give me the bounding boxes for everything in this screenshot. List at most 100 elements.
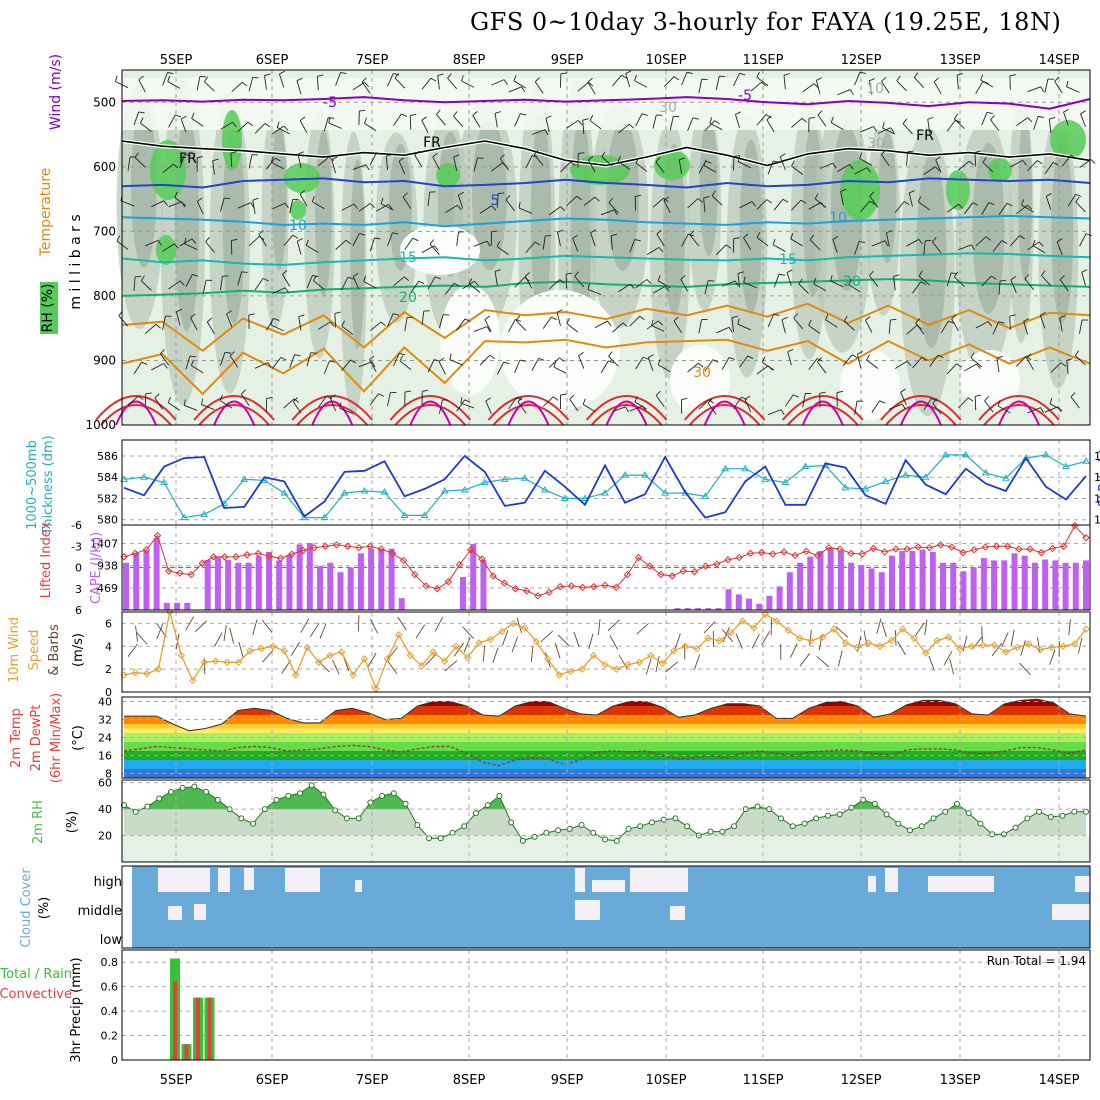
wind-barb-10m (492, 647, 499, 663)
wind-tick-label: 2 (105, 663, 112, 676)
wind-barb (380, 197, 394, 211)
li-tick-label: -3 (71, 540, 82, 553)
wind-barb-10m (894, 629, 897, 647)
wind-barb (793, 313, 804, 330)
rh-point (167, 788, 174, 795)
thickness-point (861, 484, 870, 492)
cloud-gap (355, 880, 362, 892)
wind-speed-point (1013, 643, 1021, 652)
wind-barb (254, 277, 269, 291)
cape-bar (163, 602, 170, 610)
rh-dry-area (840, 350, 900, 420)
rh-point (578, 821, 585, 828)
date-label-bottom: 8SEP (453, 1073, 486, 1088)
cape-bar (306, 542, 313, 610)
cape-bar (715, 608, 722, 610)
wind-barb (894, 360, 912, 370)
thickness-point (180, 513, 189, 521)
wind-barb (329, 394, 337, 412)
rh-point (789, 823, 796, 830)
isotherm-warm (296, 404, 368, 426)
wind-speed-point (979, 641, 987, 649)
cape-bar (286, 554, 293, 610)
cape-bar (766, 595, 773, 610)
li-point (959, 548, 967, 557)
wind-barb (652, 197, 669, 208)
li-point (914, 543, 922, 551)
wind-barb (254, 362, 272, 369)
cape-bar (1001, 560, 1008, 610)
wind-barb (283, 398, 300, 409)
isotherm-warm (605, 400, 648, 426)
wind-barb (707, 398, 717, 415)
li-point (992, 542, 1001, 550)
wind-barb-10m (319, 623, 327, 639)
cape-bar (1083, 560, 1089, 610)
wind-barb (918, 270, 931, 286)
wind-barb (421, 389, 429, 406)
precip-convective-bar (173, 981, 177, 1060)
wind-barb (733, 155, 740, 171)
wind-speed-point (521, 624, 529, 632)
wind10-axis-label: 10m Wind (7, 617, 22, 683)
wind-barb (393, 352, 406, 367)
wind-barb (472, 111, 481, 128)
wind-barb (534, 77, 544, 94)
wind-barb-10m (511, 636, 519, 653)
temp-tick-label: 24 (98, 732, 112, 745)
wind-barb (946, 272, 958, 287)
rh-axis-label: RH (%) (40, 284, 56, 333)
wind-barb (809, 234, 821, 251)
wind-speed-point (818, 633, 827, 641)
thickness-point (701, 492, 710, 499)
wind-barb (704, 359, 719, 372)
wind-speed-point (887, 636, 896, 645)
isotherm-warm (507, 400, 550, 426)
wind-barb (447, 73, 458, 90)
wind-barb (756, 199, 772, 210)
contour-label: 30 (693, 365, 711, 381)
wind-barb (837, 89, 854, 96)
isotherm-line (121, 177, 1091, 189)
wind-speed-point (544, 655, 552, 663)
rh-point (824, 812, 831, 819)
wind-barb (438, 314, 450, 329)
wind-barb (394, 72, 406, 89)
thickness-point (360, 487, 369, 494)
date-label-bottom: 9SEP (551, 1073, 584, 1088)
cloud-gap (158, 868, 210, 892)
rh-shade (222, 122, 245, 324)
rh-point (777, 815, 784, 822)
rh-point (402, 800, 409, 807)
wind-barb-10m (618, 654, 628, 669)
wind-barb (499, 154, 509, 171)
rh-point (191, 783, 198, 790)
li-point (288, 550, 296, 558)
wind-barb (449, 353, 463, 366)
li-point (332, 541, 341, 549)
wind-barb (698, 78, 708, 94)
wind-speed-point (269, 642, 277, 650)
wind-barb (515, 315, 527, 331)
wind-barb (635, 279, 652, 289)
wind-speed-point (773, 617, 781, 625)
cape-bar (398, 598, 405, 610)
wind-barb-10m (557, 634, 570, 647)
rh-point (930, 815, 937, 822)
thickness-point (941, 450, 950, 458)
wind-speed-point (681, 642, 689, 650)
rh-point (472, 810, 479, 817)
rh-point (672, 815, 679, 822)
wind-barb (496, 361, 510, 375)
wind-barb (393, 276, 410, 287)
thickness-point (561, 494, 569, 501)
wind-barb (1024, 273, 1034, 290)
wind-barb (951, 314, 959, 332)
wind-barb (569, 394, 579, 412)
rh-point (660, 816, 667, 823)
cape-bar (950, 562, 957, 610)
wind-barb-10m (540, 630, 554, 643)
date-label-bottom: 5SEP (160, 1073, 193, 1088)
li-point (1037, 548, 1045, 557)
precip-tick-label: 0 (111, 1054, 118, 1067)
